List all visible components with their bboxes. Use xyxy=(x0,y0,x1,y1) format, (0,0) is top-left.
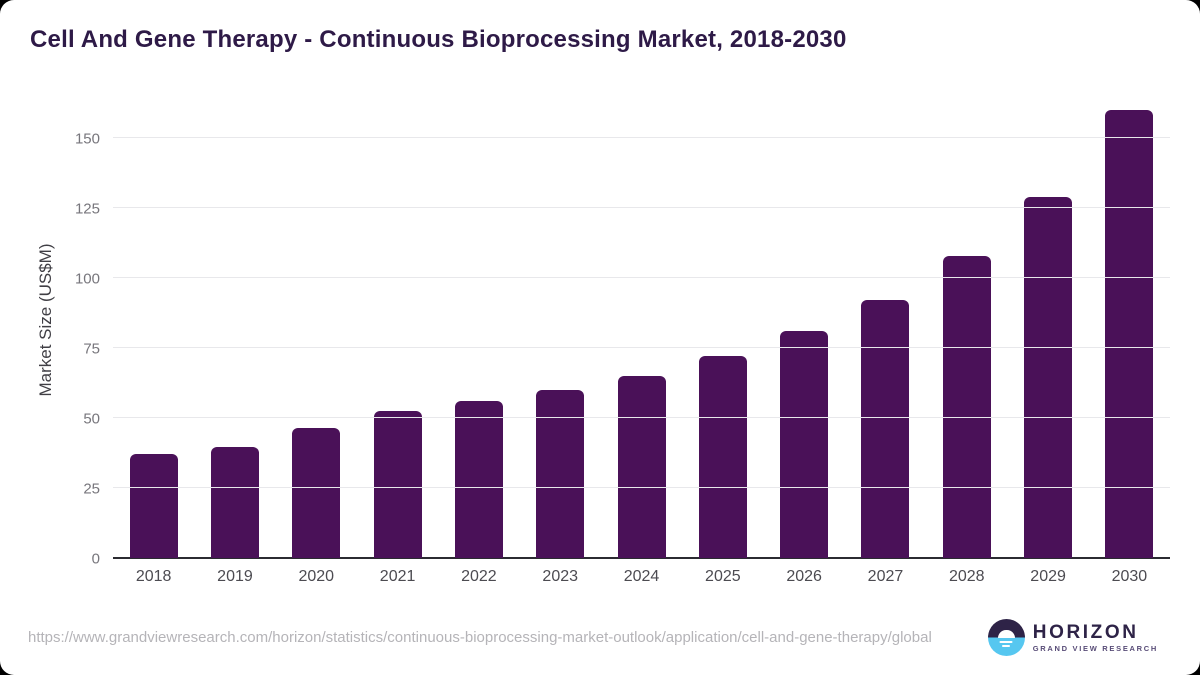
x-label-column-2028: 2028 xyxy=(926,568,1007,586)
x-tick-label-2027: 2027 xyxy=(867,568,904,585)
x-tick-label-2020: 2020 xyxy=(298,568,335,585)
wave-icon xyxy=(1002,645,1011,647)
bar-2029 xyxy=(1024,196,1073,558)
bar-column-2023 xyxy=(520,390,601,558)
x-label-column-2030: 2030 xyxy=(1089,568,1170,586)
bar-2023 xyxy=(536,390,585,558)
gridline-150 xyxy=(113,137,1170,138)
x-tick-label-2021: 2021 xyxy=(379,568,416,585)
horizon-logo: HORIZON GRAND VIEW RESEARCH xyxy=(987,619,1158,656)
bar-2022 xyxy=(454,401,503,558)
y-tick-label-150: 150 xyxy=(74,130,100,147)
x-label-column-2026: 2026 xyxy=(764,568,845,586)
logo-subtitle: GRAND VIEW RESEARCH xyxy=(1032,643,1158,653)
x-axis-labels: 2018 2019 2020 2021 2022 2023 2024 2025 2026 2027… xyxy=(113,568,1170,586)
x-label-column-2022: 2022 xyxy=(438,568,519,586)
x-tick-label-2018: 2018 xyxy=(135,568,172,585)
bar-2028 xyxy=(942,255,991,558)
x-tick-label-2019: 2019 xyxy=(217,568,253,585)
bar-2018 xyxy=(129,454,178,558)
bar-column-2027 xyxy=(845,300,926,558)
y-tick-label-25: 25 xyxy=(83,480,100,497)
bar-column-2024 xyxy=(601,376,682,558)
bar-2027 xyxy=(861,300,910,558)
bar-2026 xyxy=(780,331,829,558)
x-tick-label-2029: 2029 xyxy=(1030,568,1066,585)
bar-column-2021 xyxy=(357,411,438,558)
bar-column-2025 xyxy=(682,356,763,558)
bar-2021 xyxy=(373,411,422,558)
x-tick-label-2022: 2022 xyxy=(461,568,497,585)
y-tick-label-0: 0 xyxy=(91,550,100,567)
bar-2024 xyxy=(617,376,666,558)
bar-column-2026 xyxy=(764,331,845,558)
bar-2020 xyxy=(292,427,341,558)
bar-column-2029 xyxy=(1007,196,1088,558)
y-tick-label-125: 125 xyxy=(74,200,100,217)
source-url: https://www.grandviewresearch.com/horizo… xyxy=(28,629,932,646)
x-tick-label-2023: 2023 xyxy=(542,568,579,585)
x-label-column-2025: 2025 xyxy=(682,568,763,586)
bar-2025 xyxy=(698,356,747,558)
gridline-25 xyxy=(113,487,1170,488)
bar-column-2030 xyxy=(1089,110,1170,558)
bar-column-2028 xyxy=(926,255,1007,558)
y-tick-label-75: 75 xyxy=(83,340,100,357)
y-tick-label-100: 100 xyxy=(74,270,100,287)
chart-title: Cell And Gene Therapy - Continuous Biopr… xyxy=(30,26,847,53)
gridline-75 xyxy=(113,347,1170,348)
x-label-column-2019: 2019 xyxy=(194,568,275,586)
bar-column-2019 xyxy=(194,447,275,558)
gridline-100 xyxy=(113,277,1170,278)
x-label-column-2023: 2023 xyxy=(520,568,601,586)
x-label-column-2027: 2027 xyxy=(845,568,926,586)
logo-title: HORIZON xyxy=(1032,621,1139,643)
x-tick-label-2026: 2026 xyxy=(786,568,822,585)
bar-column-2022 xyxy=(438,401,519,558)
x-tick-label-2024: 2024 xyxy=(623,568,660,585)
x-tick-label-2030: 2030 xyxy=(1111,568,1148,585)
x-tick-label-2028: 2028 xyxy=(948,568,985,585)
x-label-column-2020: 2020 xyxy=(276,568,357,586)
sun-icon xyxy=(997,629,1015,638)
bar-2030 xyxy=(1105,110,1154,558)
bar-2019 xyxy=(210,447,259,558)
horizon-logo-icon xyxy=(987,619,1025,656)
x-label-column-2024: 2024 xyxy=(601,568,682,586)
x-tick-label-2025: 2025 xyxy=(705,568,741,585)
logo-text: HORIZON GRAND VIEW RESEARCH xyxy=(1033,623,1158,653)
bar-column-2020 xyxy=(276,427,357,558)
x-axis-line xyxy=(113,557,1170,559)
gridline-125 xyxy=(113,207,1170,208)
wave-icon xyxy=(999,640,1013,643)
gridline-50 xyxy=(113,417,1170,418)
y-tick-label-50: 50 xyxy=(83,410,100,427)
y-axis-title: Market Size (US$M) xyxy=(36,243,55,397)
plot-area: 2018 2019 2020 2021 2022 2023 2024 2025 2026 2027… xyxy=(75,110,1170,585)
x-label-column-2021: 2021 xyxy=(357,568,438,586)
bar-column-2018 xyxy=(113,454,194,558)
x-label-column-2018: 2018 xyxy=(113,568,194,586)
x-label-column-2029: 2029 xyxy=(1007,568,1088,586)
bars-row xyxy=(113,110,1170,558)
